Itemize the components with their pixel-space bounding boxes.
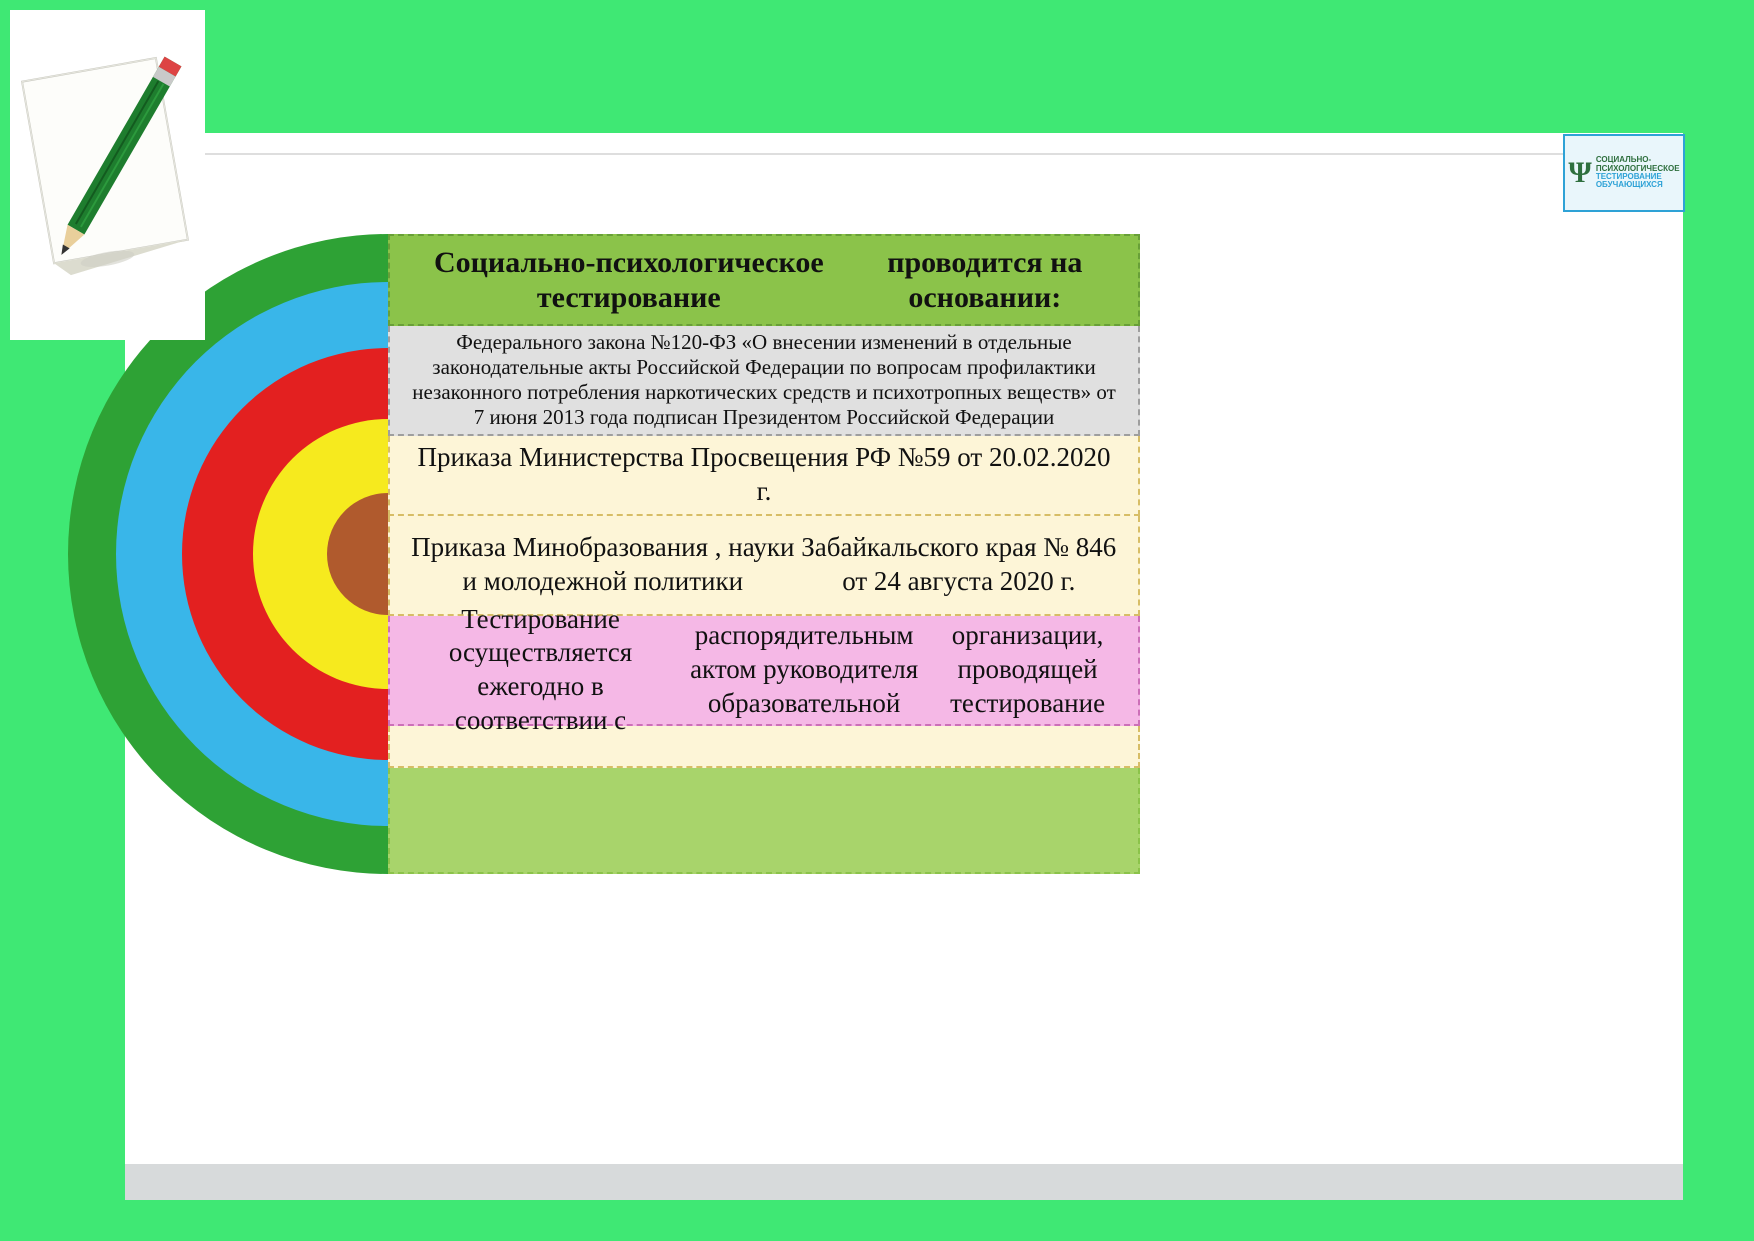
- notepad-pencil-icon: [10, 10, 205, 340]
- table-row-0: Социально-психологическое тестированиепр…: [388, 234, 1140, 326]
- slide-divider: [200, 153, 1683, 155]
- table-row-4: Тестирование осуществляется ежегодно в с…: [388, 616, 1140, 726]
- logo-badge: Ψ СОЦИАЛЬНО- ПСИХОЛОГИЧЕСКОЕ ТЕСТИРОВАНИ…: [1563, 134, 1685, 212]
- slide-topband: [200, 0, 1754, 133]
- slide-footer-bar: [125, 1164, 1683, 1200]
- psi-icon: Ψ: [1568, 158, 1591, 188]
- table-row-1: Федерального закона №120-ФЗ «О внесении …: [388, 326, 1140, 436]
- table-row-2: Приказа Министерства Просвещения РФ №59 …: [388, 436, 1140, 516]
- table-row-6: [388, 768, 1140, 874]
- legal-basis-table: Социально-психологическое тестированиепр…: [388, 234, 1140, 874]
- logo-text: СОЦИАЛЬНО- ПСИХОЛОГИЧЕСКОЕ ТЕСТИРОВАНИЕ …: [1596, 156, 1680, 190]
- table-row-3: Приказа Минобразования , науки и молодеж…: [388, 516, 1140, 616]
